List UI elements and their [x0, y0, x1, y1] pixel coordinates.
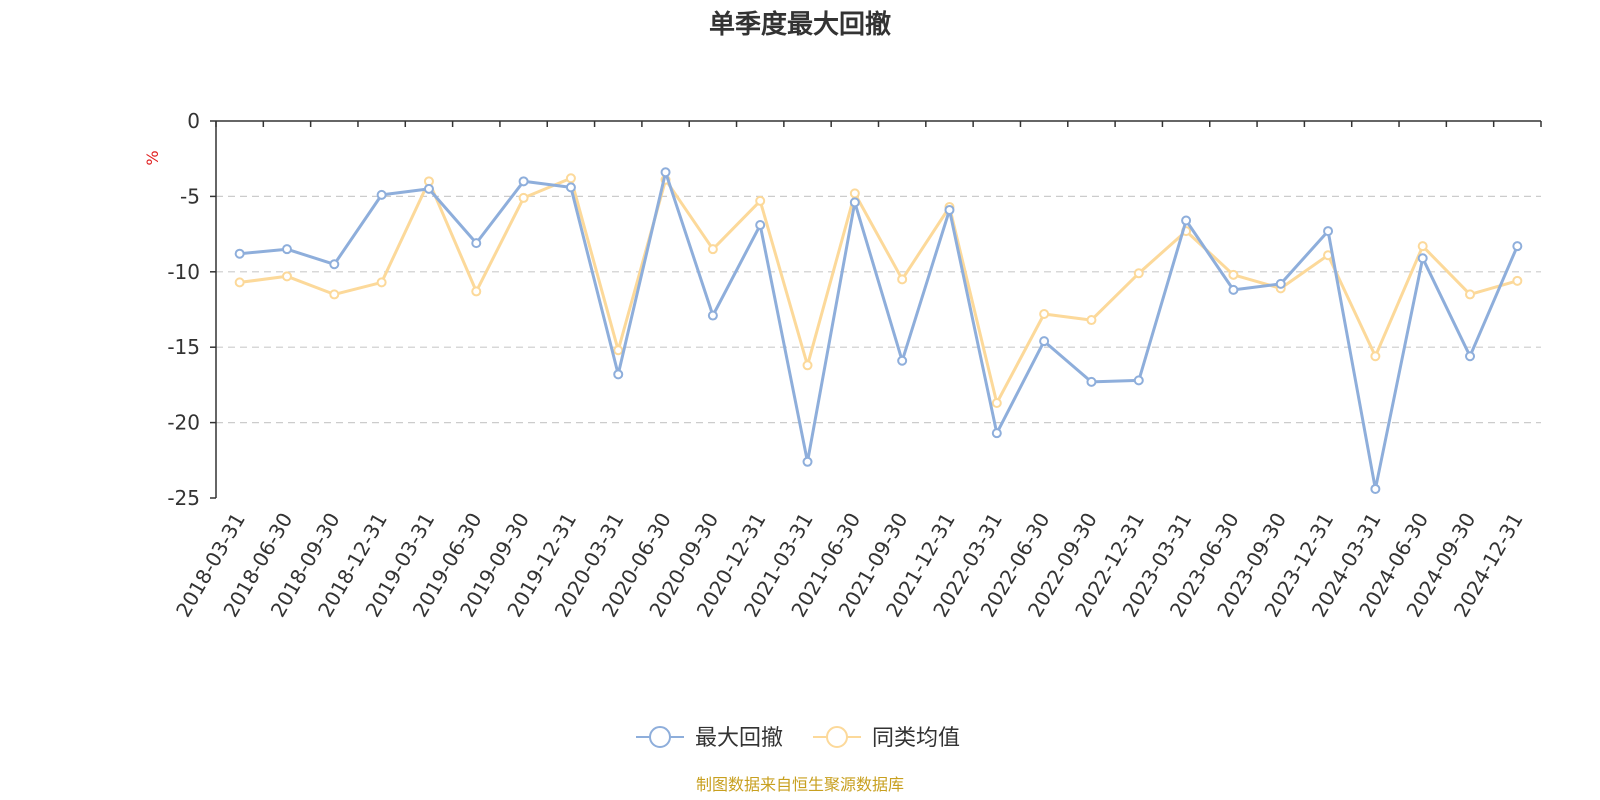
data-point [471, 238, 482, 249]
data-point [613, 345, 624, 356]
data-point [281, 271, 292, 282]
data-point [660, 167, 671, 178]
data-point [1133, 375, 1144, 386]
data-point [707, 244, 718, 255]
data-point [613, 369, 624, 380]
data-point [802, 456, 813, 467]
y-tick-label: -15 [167, 335, 200, 359]
legend-item-peer-average[interactable]: 同类均值 [813, 726, 960, 751]
data-point [1086, 376, 1097, 387]
gridlines [216, 195, 1541, 424]
y-tick-label: 0 [187, 109, 200, 133]
chart-title: 单季度最大回撤 [709, 9, 891, 40]
data-point [991, 428, 1002, 439]
data-point [802, 360, 813, 371]
legend-label-peer-average: 同类均值 [872, 726, 960, 751]
y-tick-label: -5 [180, 184, 200, 208]
data-point [1465, 351, 1476, 362]
data-point [1370, 351, 1381, 362]
data-point [565, 173, 576, 184]
data-point [944, 204, 955, 215]
series-lines [234, 167, 1523, 494]
data-point [1228, 269, 1239, 280]
y-tick-label: -25 [167, 486, 200, 510]
data-point [1181, 215, 1192, 226]
data-point [1039, 309, 1050, 320]
data-point [991, 397, 1002, 408]
data-point [1086, 315, 1097, 326]
data-point [329, 289, 340, 300]
data-point [755, 220, 766, 231]
series-line [239, 176, 1518, 405]
y-tick-label: -10 [167, 260, 200, 284]
data-point [849, 197, 860, 208]
data-point [281, 244, 292, 255]
legend-label-drawdown: 最大回撤 [695, 726, 783, 751]
data-point [1039, 336, 1050, 347]
data-point [234, 277, 245, 288]
data-point [376, 189, 387, 200]
data-point [329, 259, 340, 270]
data-point [849, 188, 860, 199]
data-point [1133, 268, 1144, 279]
data-point [234, 248, 245, 259]
data-point [423, 183, 434, 194]
data-point [1370, 483, 1381, 494]
data-source-note: 制图数据来自恒生聚源数据库 [696, 775, 904, 794]
data-point [1417, 241, 1428, 252]
data-point [707, 310, 718, 321]
data-point [471, 286, 482, 297]
y-axis-unit: % [143, 150, 162, 165]
legend-swatch-marker [649, 726, 671, 748]
data-point [518, 176, 529, 187]
series-line [239, 170, 1519, 491]
data-point [1512, 241, 1523, 252]
y-tick-label: -20 [167, 411, 200, 435]
data-point [897, 274, 908, 285]
data-point [1417, 253, 1428, 264]
data-point [1512, 275, 1523, 286]
series-peer-average [234, 173, 1523, 408]
data-point [376, 277, 387, 288]
axes [210, 120, 1542, 499]
data-point [755, 195, 766, 206]
data-point [1465, 289, 1476, 300]
data-point [1275, 278, 1286, 289]
data-point [897, 355, 908, 366]
legend-item-drawdown[interactable]: 最大回撤 [636, 726, 783, 751]
legend-swatch-marker [826, 726, 848, 748]
legend: 最大回撤 同类均值 [636, 726, 960, 751]
data-point [1323, 226, 1334, 237]
data-point [565, 182, 576, 193]
data-point [1228, 284, 1239, 295]
series-drawdown [234, 167, 1523, 494]
data-point [518, 192, 529, 203]
y-tick-labels: 0 -5 -10 -15 -20 -25 [167, 109, 200, 510]
x-tick-labels: 2018-03-312018-06-302018-09-302018-12-31… [171, 508, 1528, 621]
